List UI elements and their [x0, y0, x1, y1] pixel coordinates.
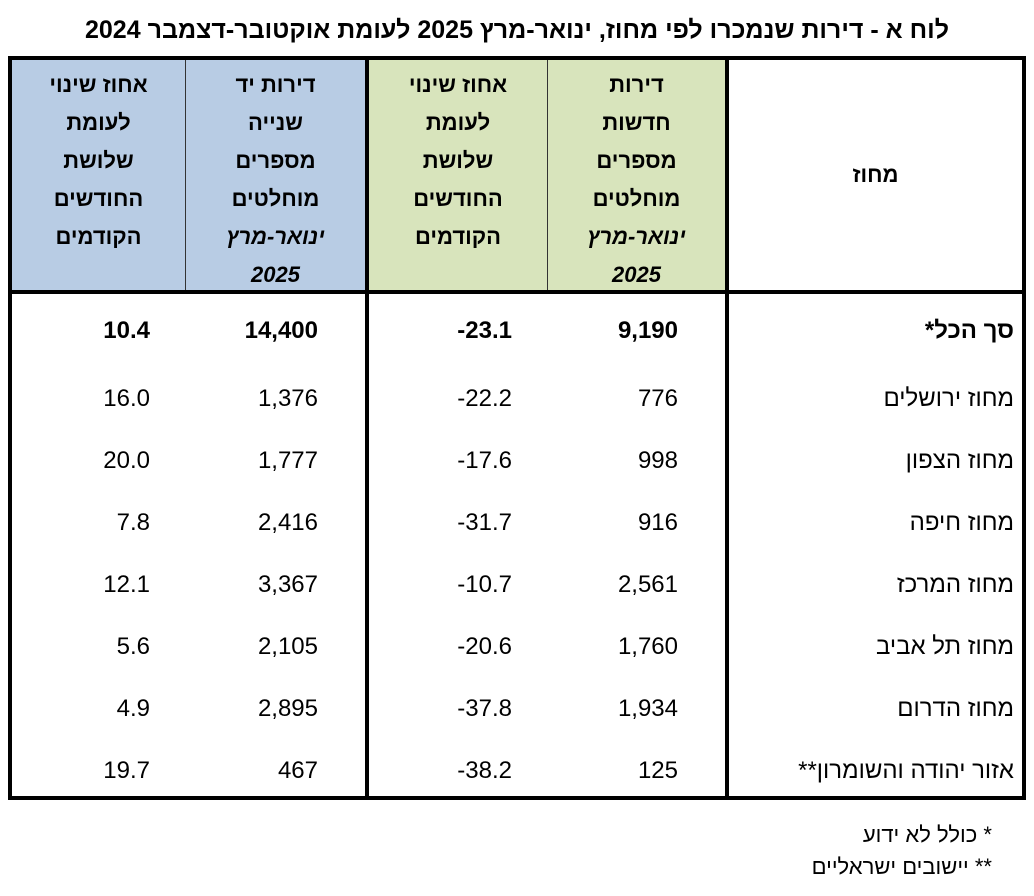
- header-used-apartments: דירות יד שנייה מספרים מוחלטים ינואר-מרץ 2025: [186, 60, 365, 290]
- header-line: לעומת: [425, 110, 491, 135]
- header-new-change: אחוז שינוי לעומת שלושת החודשים הקודמים: [369, 60, 547, 290]
- cell-used: 1,777: [257, 447, 318, 474]
- cell-used: 2,416: [257, 509, 318, 536]
- cell-used: 467: [277, 757, 318, 784]
- cell-used: 2,895: [257, 695, 318, 722]
- district-name: מחוז המרכז: [896, 571, 1014, 598]
- cell-new-change: -37.8: [457, 695, 512, 722]
- table-row: מחוז הדרום 1,934 -37.8 2,895 4.9: [8, 678, 1026, 740]
- header-line: מוחלטים: [592, 186, 681, 211]
- cell-used-change: 10.4: [103, 317, 150, 344]
- header-thin-1: [547, 60, 548, 290]
- table-row: אזור יהודה והשומרון** 125 -38.2 467 19.7: [8, 740, 1026, 802]
- header-line: החודשים: [413, 186, 503, 211]
- cell-used-change: 19.7: [103, 757, 150, 784]
- total-row: סך הכל* 9,190 -23.1 14,400 10.4: [8, 300, 1026, 362]
- cell-new: 125: [637, 757, 678, 784]
- divider-new-used: [365, 56, 369, 800]
- cell-new-change: -38.2: [457, 757, 512, 784]
- cell-new: 1,760: [617, 633, 678, 660]
- top-border: [8, 56, 1026, 60]
- cell-new-change: -31.7: [457, 509, 512, 536]
- footnote-settlements: ** יישובים ישראליים: [811, 854, 992, 879]
- table-row: מחוז תל אביב 1,760 -20.6 2,105 5.6: [8, 616, 1026, 678]
- district-name: מחוז ירושלים: [883, 385, 1015, 412]
- header-new-apartments: דירות חדשות מספרים מוחלטים ינואר-מרץ 2025: [548, 60, 725, 290]
- cell-new-change: -23.1: [457, 317, 512, 344]
- header-thin-2: [185, 60, 186, 290]
- cell-new: 776: [637, 385, 678, 412]
- cell-used: 3,367: [257, 571, 318, 598]
- district-name: מחוז תל אביב: [876, 633, 1014, 660]
- header-line: שנייה: [248, 110, 303, 135]
- district-name: סך הכל*: [924, 317, 1014, 344]
- cell-used-change: 16.0: [103, 385, 150, 412]
- header-line: מספרים: [596, 148, 677, 173]
- cell-used: 2,105: [257, 633, 318, 660]
- cell-new: 998: [637, 447, 678, 474]
- table-row: מחוז ירושלים 776 -22.2 1,376 16.0: [8, 368, 1026, 430]
- cell-new: 9,190: [617, 317, 678, 344]
- header-line: שלושת: [422, 148, 494, 173]
- district-name: אזור יהודה והשומרון**: [798, 757, 1014, 784]
- district-name: מחוז הצפון: [905, 447, 1014, 474]
- cell-used-change: 5.6: [116, 633, 150, 660]
- header-line: דירות: [609, 72, 664, 97]
- header-line: ינואר-מרץ: [587, 224, 686, 249]
- header-line: ינואר-מרץ: [226, 224, 325, 249]
- bottom-border: [8, 796, 1026, 800]
- header-district: מחוז: [852, 162, 899, 187]
- header-line: 2025: [612, 262, 661, 287]
- right-border: [1022, 56, 1026, 800]
- header-divider: [8, 290, 1026, 294]
- header-line: דירות יד: [235, 72, 316, 97]
- cell-used-change: 20.0: [103, 447, 150, 474]
- district-name: מחוז הדרום: [897, 695, 1014, 722]
- cell-new: 916: [637, 509, 678, 536]
- table-title: לוח א - דירות שנמכרו לפי מחוז, ינואר-מרץ…: [85, 16, 949, 44]
- header-line: מוחלטים: [231, 186, 320, 211]
- divider-district: [725, 56, 729, 800]
- header-line: הקודמים: [55, 224, 142, 249]
- header-line: אחוז שינוי: [49, 72, 148, 97]
- table-row: מחוז הצפון 998 -17.6 1,777 20.0: [8, 430, 1026, 492]
- header-line: שלושת: [63, 148, 134, 173]
- header-line: הקודמים: [414, 224, 502, 249]
- cell-used-change: 7.8: [116, 509, 150, 536]
- header-line: חדשות: [602, 110, 671, 135]
- header-line: אחוז שינוי: [408, 72, 508, 97]
- cell-used-change: 12.1: [103, 571, 150, 598]
- cell-new: 2,561: [617, 571, 678, 598]
- left-border: [8, 56, 12, 800]
- cell-new-change: -22.2: [457, 385, 512, 412]
- footnote-unknown: * כולל לא ידוע: [862, 822, 992, 847]
- table-row: מחוז המרכז 2,561 -10.7 3,367 12.1: [8, 554, 1026, 616]
- cell-new: 1,934: [617, 695, 678, 722]
- header-used-change: אחוז שינוי לעומת שלושת החודשים הקודמים: [12, 60, 185, 290]
- table-row: מחוז חיפה 916 -31.7 2,416 7.8: [8, 492, 1026, 554]
- header-line: מספרים: [235, 148, 316, 173]
- cell-used: 1,376: [257, 385, 318, 412]
- header-line: 2025: [251, 262, 300, 287]
- cell-new-change: -10.7: [457, 571, 512, 598]
- header-line: החודשים: [53, 186, 144, 211]
- cell-used-change: 4.9: [116, 695, 150, 722]
- cell-new-change: -20.6: [457, 633, 512, 660]
- cell-new-change: -17.6: [457, 447, 512, 474]
- header-line: לעומת: [66, 110, 131, 135]
- cell-used: 14,400: [244, 317, 318, 344]
- district-name: מחוז חיפה: [909, 509, 1014, 536]
- sales-table: דירות חדשות מספרים מוחלטים ינואר-מרץ 2025 אחו…: [8, 56, 1026, 800]
